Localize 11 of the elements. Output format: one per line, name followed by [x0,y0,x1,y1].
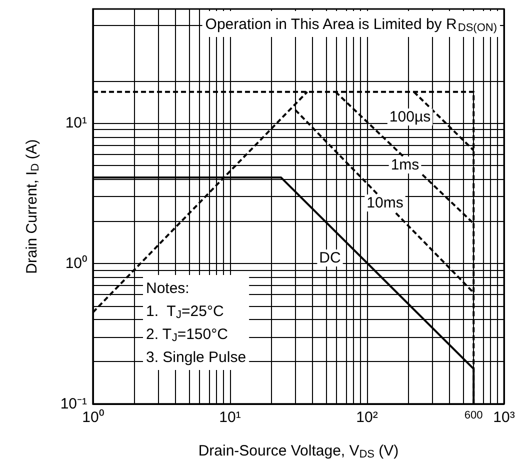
x-tick-label: 10² [356,409,378,426]
y-axis-title: Drain Current, ID (A) [24,139,42,274]
x-tick-label: 10³ [493,409,515,426]
y-tick-label: 10⁰ [65,255,87,272]
annotation: 1ms [390,156,420,174]
annotation: 100µs [389,108,431,126]
annotation: 10ms [366,194,404,212]
x-tick-label: 10¹ [219,409,241,426]
y-tick-label: 10¹ [65,114,87,132]
annotation: DC [319,250,341,266]
x-tick-label: 600 [464,410,483,422]
